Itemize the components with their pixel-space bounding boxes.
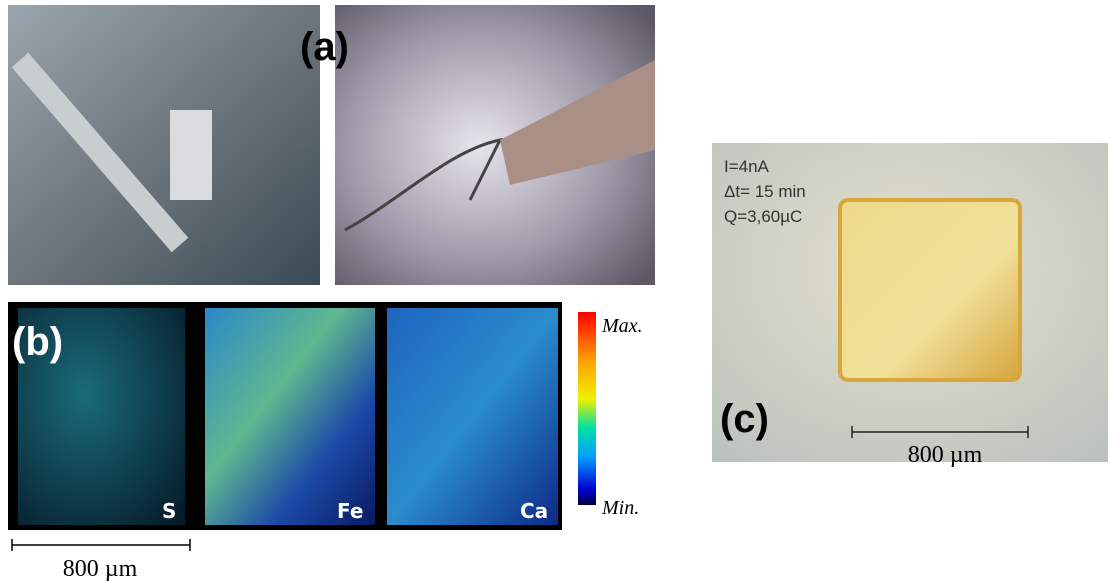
colorbar bbox=[578, 312, 596, 505]
info-text: Δt= 15 min bbox=[724, 182, 806, 201]
panel-label: (a) bbox=[300, 25, 349, 69]
figure: (a) S Fe Ca (b) Max. Min. 800 µm I=4nA Δ… bbox=[0, 0, 1110, 581]
colorbar-min: Min. bbox=[601, 497, 639, 519]
photo-detail bbox=[170, 110, 212, 200]
irradiated-area bbox=[840, 200, 1020, 380]
element-label: S bbox=[162, 499, 176, 523]
info-text: Q=3,60µC bbox=[724, 207, 802, 226]
scale-bar bbox=[12, 539, 190, 551]
element-label: Fe bbox=[337, 499, 363, 523]
element-label: Ca bbox=[520, 499, 548, 523]
panel-label: (c) bbox=[720, 397, 769, 441]
scale-label: 800 µm bbox=[908, 442, 983, 468]
colorbar-max: Max. bbox=[601, 315, 643, 337]
element-map bbox=[387, 308, 558, 525]
panel-label: (b) bbox=[12, 320, 63, 364]
info-text: I=4nA bbox=[724, 157, 770, 176]
element-map bbox=[205, 308, 375, 525]
scale-label: 800 µm bbox=[63, 556, 138, 581]
